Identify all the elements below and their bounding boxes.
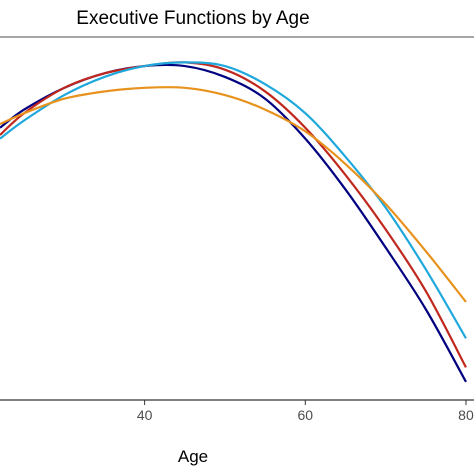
x-axis-label: Age xyxy=(178,447,208,466)
x-tick-label: 40 xyxy=(137,407,153,423)
x-tick-label: 60 xyxy=(297,407,313,423)
chart-title: Executive Functions by Age xyxy=(76,8,309,29)
x-axis-ticks: 40 60 80 xyxy=(137,400,474,423)
series-line-3 xyxy=(0,61,467,339)
series-line-2 xyxy=(0,61,467,368)
series-group xyxy=(0,61,467,383)
x-tick-label: 80 xyxy=(458,407,474,423)
series-line-4 xyxy=(0,86,467,303)
